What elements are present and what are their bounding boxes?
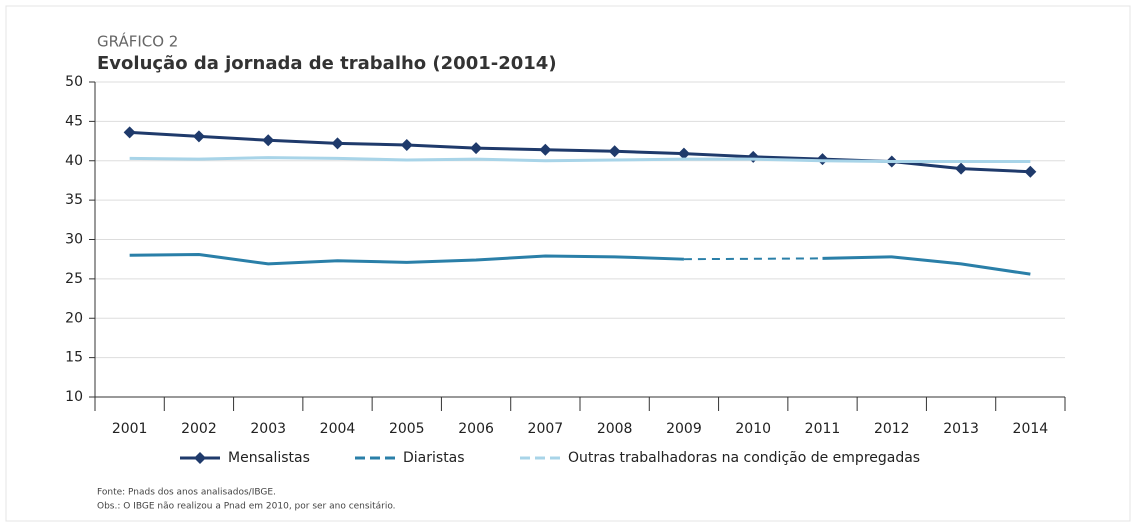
marker: [955, 162, 968, 175]
x-tick-label: 2008: [597, 421, 633, 437]
y-tick-label: 50: [65, 74, 83, 90]
x-tick-label: 2011: [805, 421, 841, 437]
y-tick-label: 20: [65, 310, 83, 326]
marker: [123, 126, 136, 139]
x-tick-label: 2005: [389, 421, 425, 437]
series-line: [129, 156, 1031, 164]
marker: [608, 145, 621, 158]
obs-note: Obs.: O IBGE não realizou a Pnad em 2010…: [97, 502, 396, 512]
marker: [192, 130, 205, 143]
marker: [470, 142, 483, 155]
chart-label: GRÁFICO 2: [97, 32, 178, 51]
x-tick-label: 2013: [943, 421, 979, 437]
marker: [677, 147, 690, 160]
y-tick-label: 15: [65, 350, 83, 366]
gap-bridge: [683, 257, 823, 261]
x-tick-label: 2014: [1013, 421, 1049, 437]
x-tick-label: 2006: [458, 421, 494, 437]
y-tick-label: 35: [65, 192, 83, 208]
y-tick-label: 30: [65, 232, 83, 248]
x-tick-label: 2003: [250, 421, 286, 437]
x-tick-label: 2009: [666, 421, 702, 437]
x-tick-label: 2004: [320, 421, 356, 437]
marker: [539, 143, 552, 156]
x-tick-label: 2001: [112, 421, 148, 437]
marker: [400, 139, 413, 151]
legend-marker: [194, 452, 206, 464]
source-note: Fonte: Pnads dos anos analisados/IBGE.: [97, 488, 276, 498]
series-line: [129, 252, 684, 266]
x-tick-label: 2010: [735, 421, 771, 437]
x-tick-label: 2002: [181, 421, 217, 437]
series-line: [822, 255, 1031, 276]
y-tick-label: 45: [65, 113, 83, 129]
legend-label: Outras trabalhadoras na condição de empr…: [568, 450, 920, 466]
y-tick-label: 25: [65, 271, 83, 287]
y-tick-label: 10: [65, 389, 83, 405]
marker: [262, 134, 275, 147]
marker: [1024, 165, 1037, 178]
y-tick-label: 40: [65, 153, 83, 169]
marker: [331, 137, 344, 150]
legend-label: Mensalistas: [228, 450, 310, 466]
legend-label: Diaristas: [403, 450, 465, 466]
chart-title: Evolução da jornada de trabalho (2001-20…: [97, 53, 557, 74]
x-tick-label: 2012: [874, 421, 910, 437]
x-tick-label: 2007: [528, 421, 564, 437]
